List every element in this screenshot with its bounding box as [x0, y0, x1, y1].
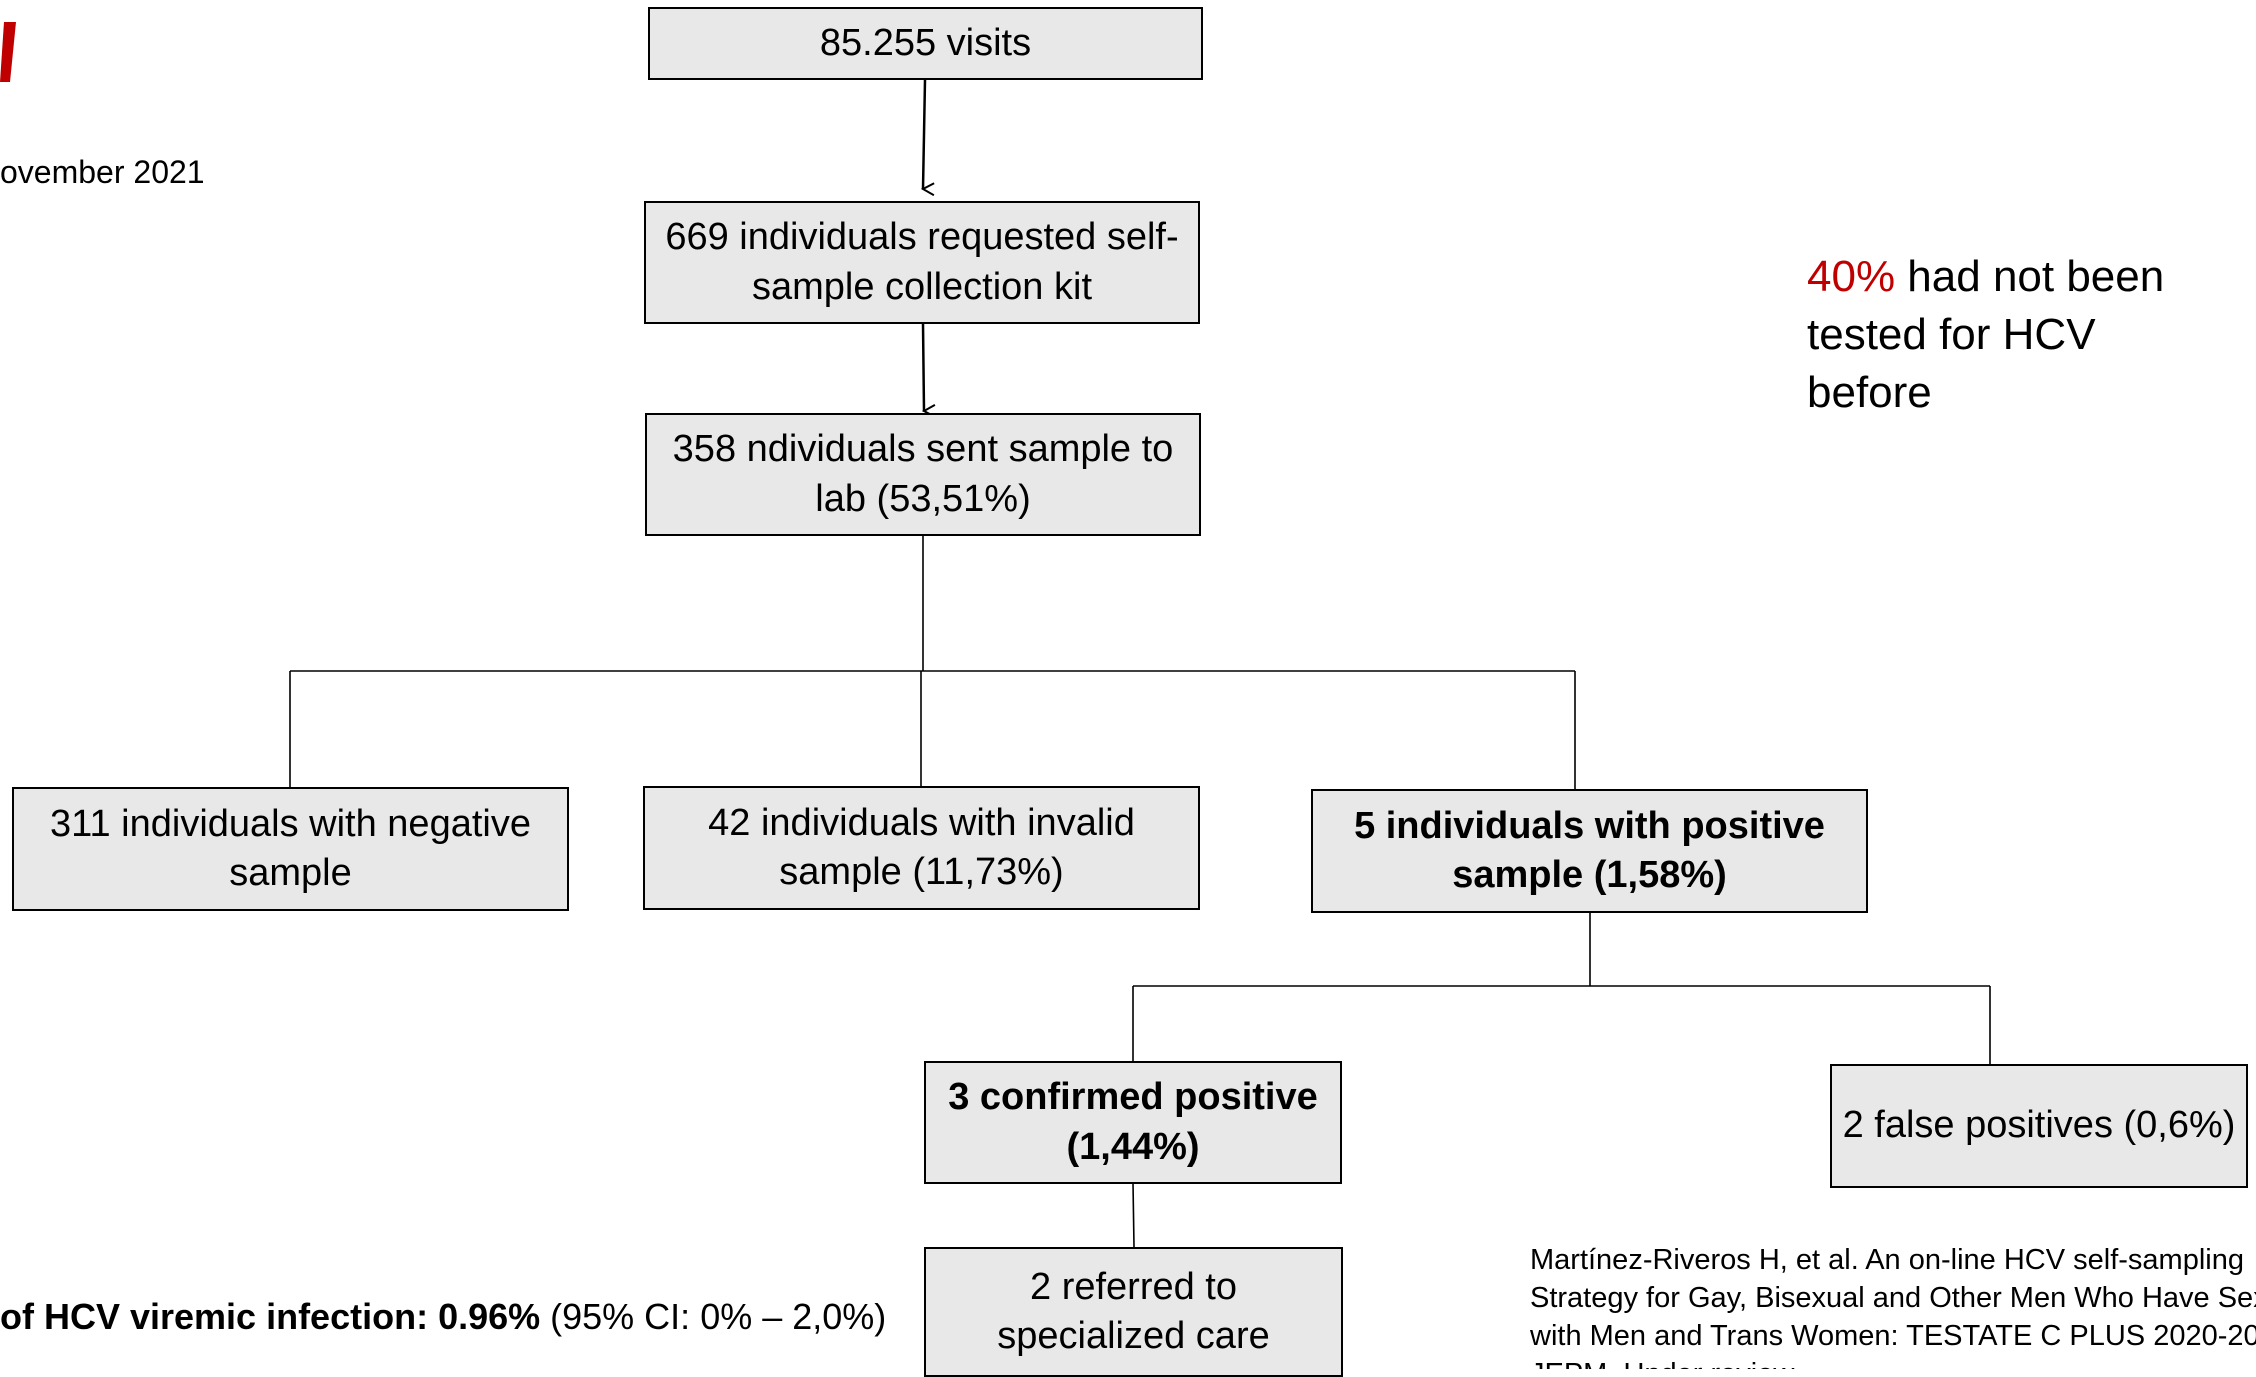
- branch-lines-positive: [1132, 912, 1991, 1064]
- box-sent-sample: 358 ndividuals sent sample to lab (53,51…: [645, 413, 1201, 536]
- citation: Martínez-Riveros H, et al. An on-line HC…: [1530, 1241, 2256, 1369]
- box-negative-label: 311 individuals with negative sample: [50, 802, 531, 894]
- note-text: had not been tested for HCV before: [1807, 252, 2165, 417]
- prevalence-text: of HCV viremic infection: 0.96% (95% CI:…: [0, 1296, 886, 1338]
- date-text: ovember 2021: [0, 154, 205, 190]
- box-positive-label: 5 individuals with positive sample (1,58…: [1354, 804, 1825, 896]
- box-false-positives-label: 2 false positives (0,6%): [1842, 1104, 2236, 1147]
- citation-line-3: with Men and Trans Women: TESTATE C PLUS…: [1530, 1320, 2256, 1352]
- box-confirmed: 3 confirmed positive (1,44%): [924, 1061, 1342, 1184]
- box-false-positives: 2 false positives (0,6%): [1830, 1064, 2248, 1188]
- box-visits-label: 85.255 visits: [819, 21, 1032, 64]
- box-referred-label: 2 referred to specialized care: [997, 1265, 1270, 1357]
- citation-line-1: Martínez-Riveros H, et al. An on-line HC…: [1530, 1244, 2244, 1276]
- box-invalid: 42 individuals with invalid sample (11,7…: [643, 786, 1200, 910]
- prevalence-ci: (95% CI: 0% – 2,0%): [540, 1296, 887, 1337]
- prevalence-label: of HCV viremic infection: 0.96%: [0, 1296, 541, 1337]
- box-invalid-label: 42 individuals with invalid sample (11,7…: [708, 801, 1135, 893]
- arrow-requested-to-sent: [921, 323, 924, 411]
- line-confirmed-to-referred: [1132, 1182, 1135, 1248]
- box-confirmed-label: 3 confirmed positive (1,44%): [948, 1076, 1318, 1168]
- hcv-untested-note: 40% had not been tested for HCV before: [1807, 248, 2207, 422]
- box-positive: 5 individuals with positive sample (1,58…: [1311, 789, 1868, 913]
- note-highlight: 40%: [1807, 252, 1896, 301]
- red-slash-icon: [0, 22, 16, 82]
- citation-line-2: Strategy for Gay, Bisexual and Other Men…: [1530, 1282, 2256, 1314]
- box-referred: 2 referred to specialized care: [924, 1247, 1343, 1377]
- box-visits: 85.255 visits: [648, 7, 1203, 80]
- box-sent-sample-label: 358 ndividuals sent sample to lab (53,51…: [672, 428, 1174, 520]
- arrow-visits-to-requested: [923, 79, 925, 189]
- box-requested-kit: 669 individuals requested self-sample co…: [644, 201, 1200, 324]
- branch-lines-sent: [289, 536, 1576, 789]
- box-requested-kit-label: 669 individuals requested self-sample co…: [665, 216, 1179, 308]
- citation-line-4: JEPM. Under review: [1530, 1355, 2256, 1369]
- box-negative: 311 individuals with negative sample: [12, 787, 569, 911]
